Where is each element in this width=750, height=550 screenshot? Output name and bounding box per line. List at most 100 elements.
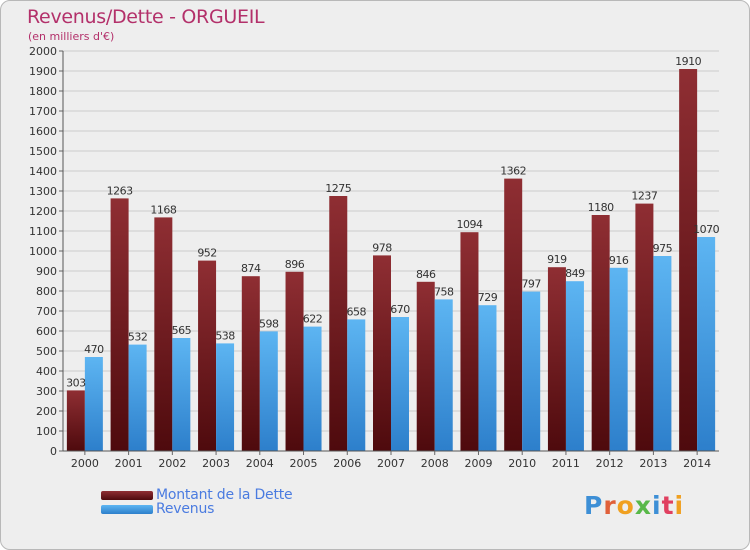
data-label-revenus: 1070	[693, 223, 719, 236]
data-label-revenus: 470	[84, 343, 104, 356]
y-tick-label: 100	[36, 425, 57, 438]
bar-dette	[66, 390, 85, 451]
bar-dette	[154, 217, 173, 451]
data-label-dette: 1275	[325, 182, 351, 195]
x-tick-label: 2004	[246, 457, 274, 470]
x-tick-label: 2008	[421, 457, 449, 470]
chart-title: Revenus/Dette - ORGUEIL	[27, 6, 265, 28]
data-label-revenus: 975	[653, 242, 673, 255]
data-label-dette: 1362	[500, 165, 526, 178]
bar-revenus	[434, 299, 453, 451]
bar-revenus	[259, 331, 278, 451]
data-label-dette: 896	[285, 258, 305, 271]
data-label-dette: 874	[241, 262, 261, 275]
bar-dette	[591, 215, 610, 451]
x-tick-label: 2010	[508, 457, 536, 470]
data-label-revenus: 729	[478, 291, 498, 304]
data-label-dette: 978	[372, 241, 392, 254]
bar-revenus	[609, 267, 628, 451]
data-label-dette: 1910	[675, 55, 701, 68]
bar-revenus	[653, 256, 672, 451]
bar-dette	[285, 271, 304, 451]
bar-revenus	[522, 291, 541, 451]
y-tick-label: 0	[50, 445, 57, 458]
y-tick-label: 1000	[29, 245, 57, 258]
y-tick-label: 1100	[29, 225, 57, 238]
y-tick-label: 500	[36, 345, 57, 358]
chart-subtitle: (en milliers d'€)	[28, 30, 115, 43]
logo-letter: r	[603, 491, 617, 520]
data-label-revenus: 797	[521, 278, 541, 291]
data-label-dette: 952	[197, 247, 217, 260]
x-tick-label: 2002	[158, 457, 186, 470]
x-tick-label: 2009	[464, 457, 492, 470]
y-tick-label: 200	[36, 405, 57, 418]
y-tick-label: 1900	[29, 65, 57, 78]
data-label-revenus: 622	[303, 313, 323, 326]
bar-dette	[198, 260, 217, 451]
x-tick-label: 2005	[290, 457, 318, 470]
data-label-revenus: 916	[609, 254, 629, 267]
y-tick-label: 1700	[29, 105, 57, 118]
y-tick-label: 1500	[29, 145, 57, 158]
proxiti-logo: Proxiti	[584, 491, 684, 520]
x-tick-label: 2006	[333, 457, 361, 470]
x-tick-label: 2007	[377, 457, 405, 470]
x-tick-label: 2001	[115, 457, 143, 470]
bar-revenus	[697, 237, 716, 451]
data-label-revenus: 658	[347, 305, 367, 318]
bar-revenus	[84, 357, 103, 451]
y-tick-label: 400	[36, 365, 57, 378]
legend-label-revenus: Revenus	[156, 501, 215, 517]
logo-letter: P	[584, 491, 604, 520]
bar-dette	[241, 276, 260, 451]
legend-label-debt: Montant de la Dette	[156, 487, 293, 503]
data-label-revenus: 598	[259, 317, 279, 330]
y-tick-label: 800	[36, 285, 57, 298]
data-label-dette: 846	[416, 268, 436, 281]
data-label-revenus: 538	[215, 329, 235, 342]
data-label-revenus: 849	[565, 267, 585, 280]
y-tick-label: 1200	[29, 205, 57, 218]
bar-revenus	[565, 281, 584, 451]
data-label-dette: 303	[66, 376, 86, 389]
data-label-dette: 1168	[150, 203, 176, 216]
bar-dette	[635, 203, 654, 451]
bar-dette	[416, 281, 435, 451]
bar-dette	[373, 255, 391, 451]
legend-swatch-debt	[101, 490, 153, 500]
x-tick-label: 2003	[202, 457, 230, 470]
data-label-dette: 1094	[456, 218, 482, 231]
x-tick-label: 2000	[71, 457, 99, 470]
y-tick-label: 1300	[29, 185, 57, 198]
x-tick-label: 2013	[639, 457, 667, 470]
bar-revenus	[216, 343, 235, 451]
legend-item-revenus: Revenus	[101, 501, 214, 517]
logo-letter: x	[634, 491, 652, 520]
bar-revenus	[172, 338, 191, 451]
bar-dette	[504, 178, 523, 451]
bar-revenus	[347, 319, 366, 451]
y-tick-label: 1800	[29, 85, 57, 98]
data-label-revenus: 670	[390, 303, 410, 316]
data-label-revenus: 532	[128, 331, 148, 344]
logo-letter: o	[616, 491, 635, 520]
legend-item-debt: Montant de la Dette	[101, 487, 293, 503]
y-tick-label: 1600	[29, 125, 57, 138]
data-label-dette: 1237	[631, 190, 657, 203]
bar-dette	[547, 267, 566, 451]
y-tick-label: 2000	[29, 45, 57, 58]
y-tick-label: 1400	[29, 165, 57, 178]
data-label-revenus: 565	[172, 324, 192, 337]
logo-letter: i	[674, 491, 685, 520]
bar-dette	[679, 69, 698, 451]
y-tick-label: 300	[36, 385, 57, 398]
data-label-dette: 1263	[107, 184, 133, 197]
y-tick-label: 700	[36, 305, 57, 318]
legend-swatch-revenus	[101, 504, 153, 514]
logo-letter: t	[661, 491, 675, 520]
data-label-dette: 1180	[588, 201, 614, 214]
y-tick-label: 600	[36, 325, 57, 338]
